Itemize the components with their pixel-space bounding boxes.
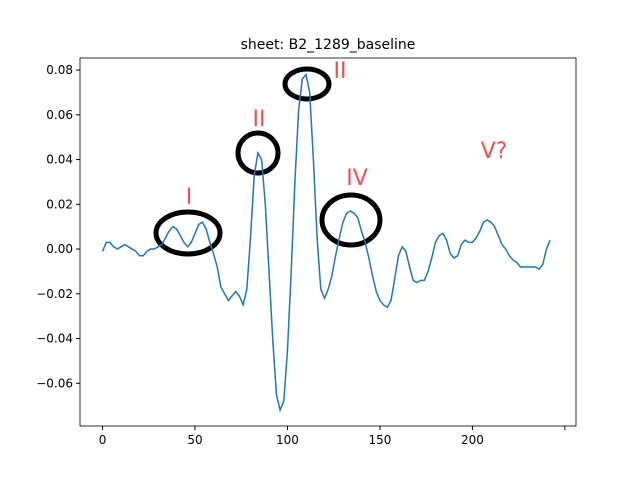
y-tick-label: 0.00 (46, 242, 73, 256)
x-tick-label: 100 (276, 433, 299, 447)
circles (153, 66, 383, 257)
y-tick-label: −0.02 (36, 287, 73, 301)
annotation: II (253, 107, 266, 132)
chart-title: sheet: B2_1289_baseline (241, 37, 416, 53)
x-tick-label: 200 (461, 433, 484, 447)
annotation-circle (153, 209, 223, 257)
y-tick-label: 0.06 (46, 108, 73, 122)
annotation-circle (282, 66, 332, 102)
x-tick-label: 0 (99, 433, 107, 447)
annotation: I (186, 185, 193, 210)
annotation: IV (346, 166, 368, 191)
annotation-circle (235, 130, 281, 176)
x-tick-label: 50 (187, 433, 202, 447)
data-line (101, 72, 551, 413)
annotation-circle (319, 192, 383, 248)
y-tick-label: −0.06 (36, 376, 73, 390)
y-tick-label: −0.04 (36, 332, 73, 346)
y-tick-label: 0.08 (46, 63, 73, 77)
plot-frame (79, 57, 577, 427)
annotation: V? (481, 139, 508, 164)
y-tick-label: 0.04 (46, 153, 73, 167)
y-tick-label: 0.02 (46, 197, 73, 211)
x-tick-label: 150 (369, 433, 392, 447)
annotation: II (334, 59, 347, 84)
